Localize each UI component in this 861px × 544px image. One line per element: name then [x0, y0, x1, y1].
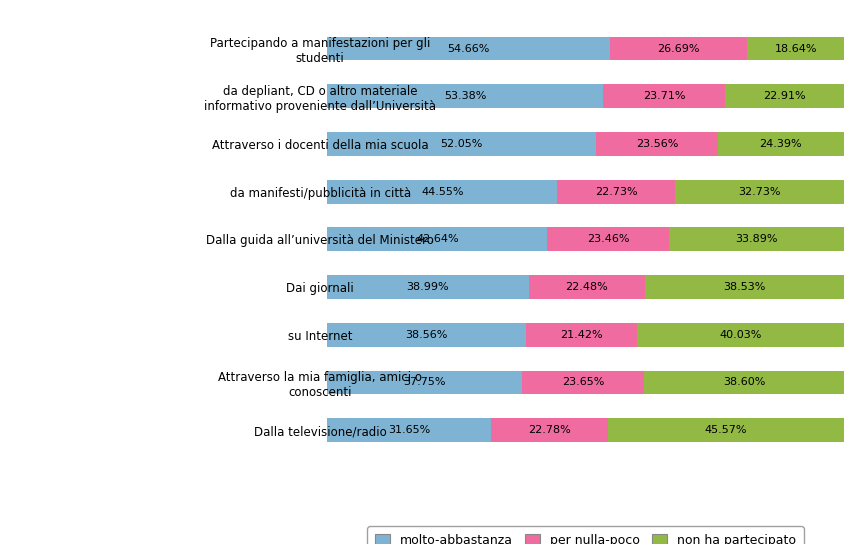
Text: 24.39%: 24.39%	[759, 139, 802, 149]
Text: 21.42%: 21.42%	[561, 330, 603, 340]
Text: 38.56%: 38.56%	[406, 330, 448, 340]
Text: 23.71%: 23.71%	[643, 91, 685, 101]
Bar	[327, 275, 529, 299]
Text: 42.64%: 42.64%	[416, 234, 459, 244]
Text: 18.64%: 18.64%	[774, 44, 817, 53]
Bar	[327, 36, 610, 60]
Text: 23.56%: 23.56%	[635, 139, 678, 149]
Bar	[327, 84, 603, 108]
Text: 44.55%: 44.55%	[421, 187, 463, 196]
Legend: molto-abbastanza, per nulla-poco, non ha partecipato: molto-abbastanza, per nulla-poco, non ha…	[367, 526, 804, 544]
Bar	[327, 227, 548, 251]
Bar	[327, 323, 526, 347]
Bar	[327, 370, 522, 394]
Bar	[645, 275, 844, 299]
Bar	[747, 36, 844, 60]
Bar	[610, 36, 747, 60]
Bar	[327, 180, 557, 203]
Text: 38.53%: 38.53%	[723, 282, 765, 292]
Text: 33.89%: 33.89%	[735, 234, 777, 244]
Text: 45.57%: 45.57%	[705, 425, 747, 435]
Bar	[526, 323, 637, 347]
Bar	[637, 323, 844, 347]
Text: 22.73%: 22.73%	[595, 187, 637, 196]
Text: 53.38%: 53.38%	[444, 91, 486, 101]
Bar	[675, 180, 844, 203]
Text: 23.46%: 23.46%	[587, 234, 629, 244]
Text: 38.60%: 38.60%	[723, 378, 765, 387]
Bar	[327, 418, 491, 442]
Text: 37.75%: 37.75%	[404, 378, 446, 387]
Text: 32.73%: 32.73%	[738, 187, 781, 196]
Bar	[557, 180, 675, 203]
Bar	[726, 84, 844, 108]
Bar	[529, 275, 645, 299]
Bar	[522, 370, 644, 394]
Bar	[669, 227, 844, 251]
Bar	[603, 84, 726, 108]
Text: 26.69%: 26.69%	[657, 44, 700, 53]
Bar	[609, 418, 844, 442]
Bar	[718, 132, 844, 156]
Text: 40.03%: 40.03%	[719, 330, 762, 340]
Text: 54.66%: 54.66%	[447, 44, 490, 53]
Text: 52.05%: 52.05%	[441, 139, 483, 149]
Bar	[491, 418, 609, 442]
Text: 23.65%: 23.65%	[562, 378, 604, 387]
Text: 38.99%: 38.99%	[406, 282, 449, 292]
Bar	[548, 227, 669, 251]
Bar	[596, 132, 718, 156]
Text: 22.78%: 22.78%	[528, 425, 571, 435]
Bar	[327, 132, 596, 156]
Bar	[644, 370, 844, 394]
Text: 31.65%: 31.65%	[387, 425, 430, 435]
Text: 22.48%: 22.48%	[566, 282, 608, 292]
Text: 22.91%: 22.91%	[764, 91, 806, 101]
